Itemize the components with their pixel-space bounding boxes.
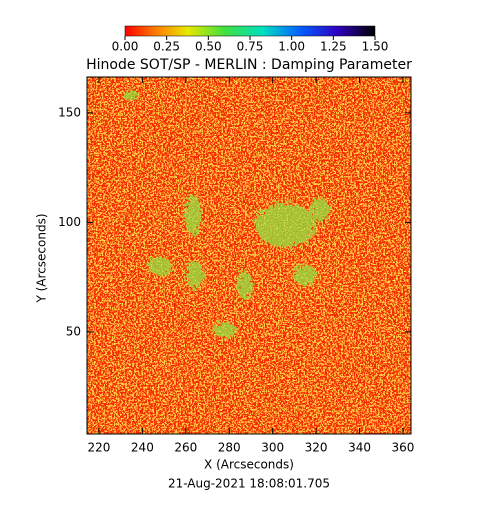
- colorbar-tick-label: 1.25: [320, 40, 347, 54]
- heatmap: [87, 77, 411, 434]
- x-tick-label: 300: [261, 441, 284, 455]
- colorbar: [124, 25, 376, 37]
- colorbar-tick-label: 1.50: [362, 40, 389, 54]
- x-tick-label: 220: [87, 441, 110, 455]
- subtitle: 21-Aug-2021 18:08:01.705: [168, 477, 330, 491]
- x-axis-label: X (Arcseconds): [204, 458, 294, 472]
- chart-title: Hinode SOT/SP - MERLIN : Damping Paramet…: [86, 57, 412, 73]
- plot-frame: [86, 76, 412, 435]
- x-tick-label: 280: [218, 441, 241, 455]
- x-tick-label: 240: [131, 441, 154, 455]
- y-tick-label: 100: [58, 215, 81, 229]
- x-tick-label: 360: [392, 441, 415, 455]
- y-tick-label: 50: [66, 324, 81, 338]
- x-tick-label: 320: [305, 441, 328, 455]
- x-tick-label: 260: [174, 441, 197, 455]
- colorbar-tick-label: 0.00: [112, 40, 139, 54]
- colorbar-tick-label: 0.75: [237, 40, 264, 54]
- x-tick-label: 340: [348, 441, 371, 455]
- colorbar-tick-label: 0.50: [195, 40, 222, 54]
- y-axis-label: Y (Arcseconds): [35, 213, 49, 303]
- y-tick-label: 150: [58, 105, 81, 119]
- colorbar-tick-label: 0.25: [153, 40, 180, 54]
- colorbar-tick-label: 1.00: [278, 40, 305, 54]
